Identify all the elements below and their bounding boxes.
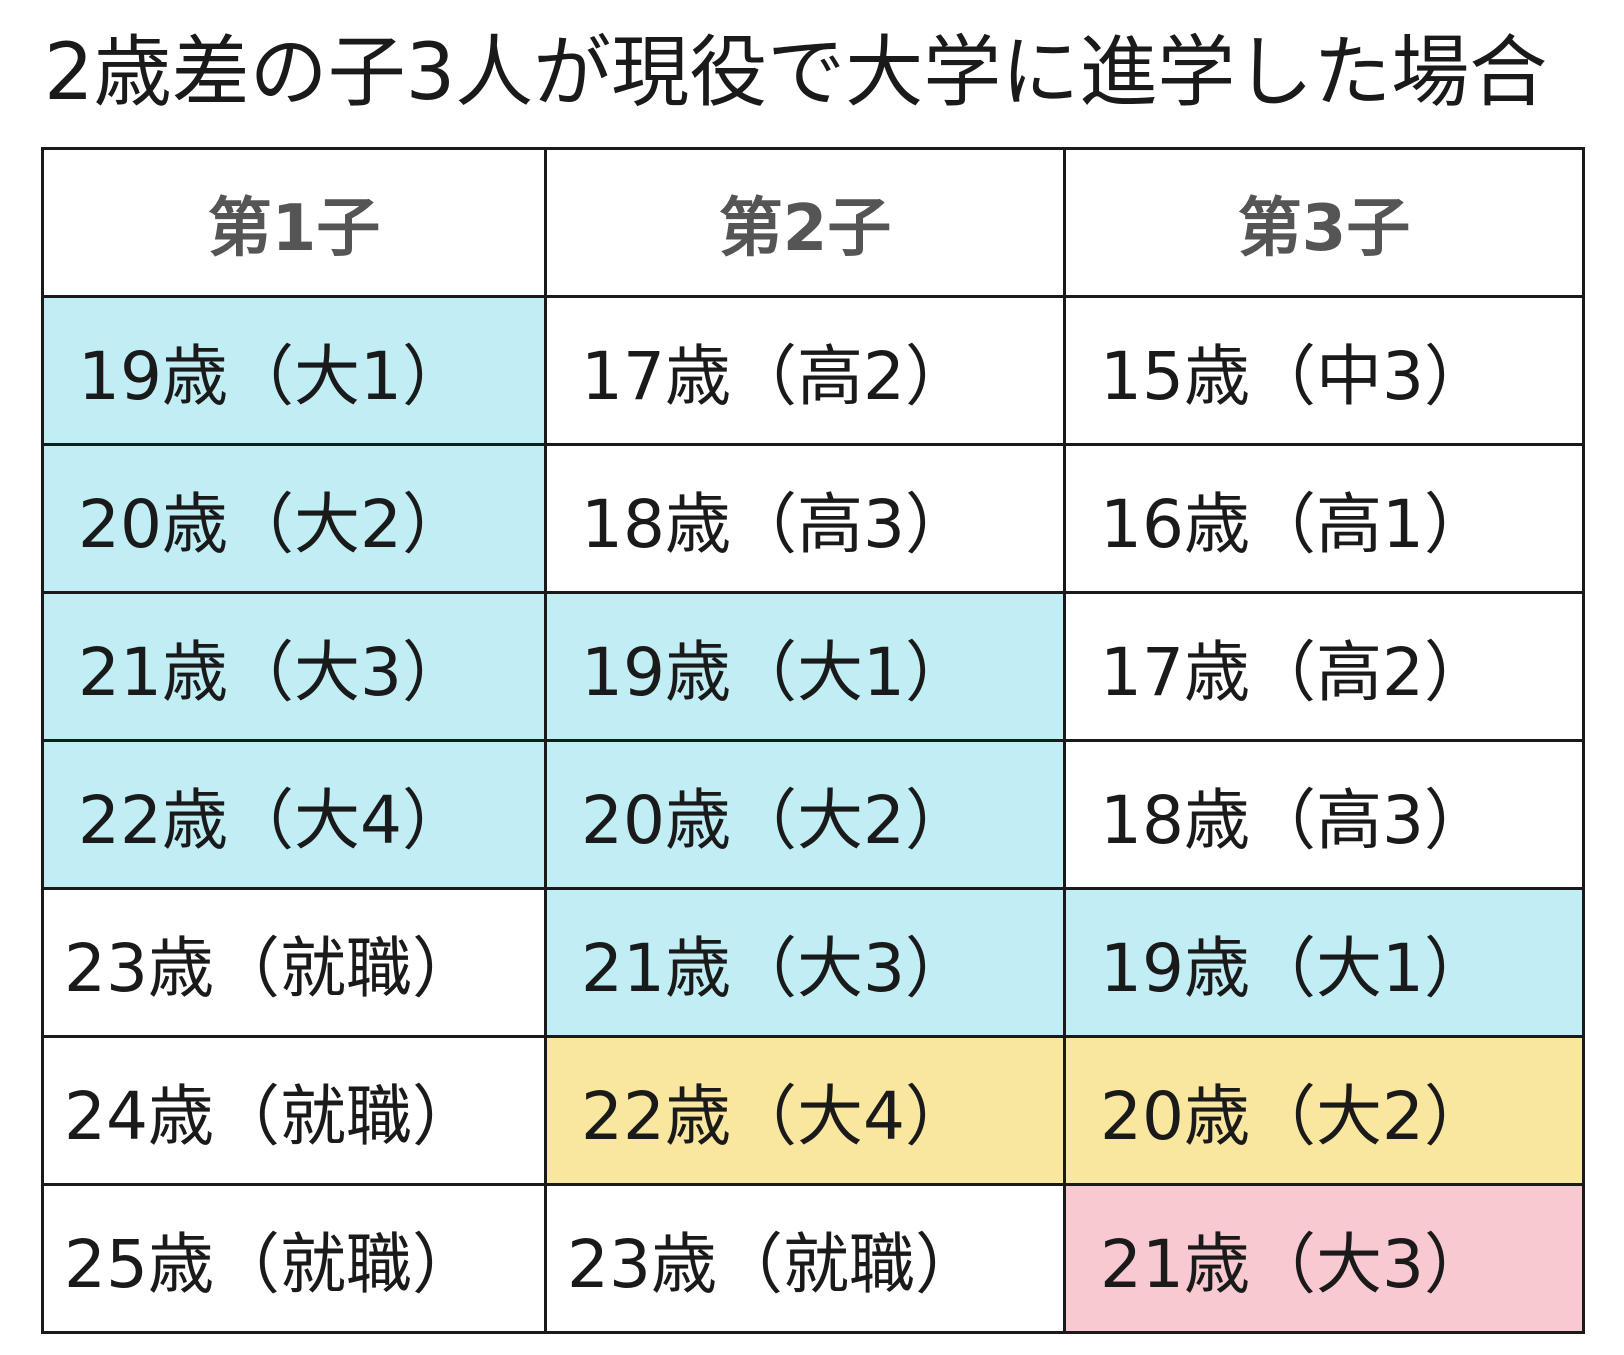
- cell-text: 20歳（大2）: [1100, 1077, 1490, 1155]
- header-child-2: 第2子: [544, 147, 1066, 298]
- header-child-3: 第3子: [1063, 147, 1585, 298]
- cell-text: 20歳（大2）: [78, 485, 468, 563]
- table-row: 24歳（就職） 22歳（大4） 20歳（大2）: [41, 1035, 1585, 1186]
- cell-text: 25歳（就職）: [64, 1225, 478, 1303]
- header-row: 第1子 第2子 第3子: [41, 147, 1585, 298]
- table-row: 25歳（就職） 23歳（就職） 21歳（大3）: [41, 1183, 1585, 1334]
- cell-text: 23歳（就職）: [64, 929, 478, 1007]
- cell-text: 20歳（大2）: [581, 781, 971, 859]
- table-cell: 23歳（就職）: [544, 1183, 1066, 1334]
- cell-text: 22歳（大4）: [78, 781, 468, 859]
- table-row: 22歳（大4） 20歳（大2） 18歳（高3）: [41, 739, 1585, 890]
- cell-text: 17歳（高2）: [1100, 633, 1490, 711]
- table-cell: 21歳（大3）: [41, 591, 547, 742]
- table-cell: 25歳（就職）: [41, 1183, 547, 1334]
- cell-text: 21歳（大3）: [78, 633, 468, 711]
- cell-text: 15歳（中3）: [1100, 337, 1490, 415]
- table-cell: 17歳（高2）: [1063, 591, 1585, 742]
- table-row: 21歳（大3） 19歳（大1） 17歳（高2）: [41, 591, 1585, 742]
- table-cell: 23歳（就職）: [41, 887, 547, 1038]
- table-cell: 16歳（高1）: [1063, 443, 1585, 594]
- cell-text: 19歳（大1）: [78, 337, 468, 415]
- table-cell: 17歳（高2）: [544, 295, 1066, 446]
- cell-text: 19歳（大1）: [1100, 929, 1490, 1007]
- table-cell: 18歳（高3）: [544, 443, 1066, 594]
- cell-text: 16歳（高1）: [1100, 485, 1490, 563]
- table-cell: 19歳（大1）: [41, 295, 547, 446]
- table-cell: 20歳（大2）: [544, 739, 1066, 890]
- table-row: 23歳（就職） 21歳（大3） 19歳（大1）: [41, 887, 1585, 1038]
- cell-text: 21歳（大3）: [1100, 1225, 1490, 1303]
- table-row: 19歳（大1） 17歳（高2） 15歳（中3）: [41, 295, 1585, 446]
- cell-text: 17歳（高2）: [581, 337, 971, 415]
- table-cell: 19歳（大1）: [1063, 887, 1585, 1038]
- table-cell: 20歳（大2）: [1063, 1035, 1585, 1186]
- cell-text: 22歳（大4）: [581, 1077, 971, 1155]
- cell-text: 19歳（大1）: [581, 633, 971, 711]
- table-cell: 22歳（大4）: [41, 739, 547, 890]
- cell-text: 18歳（高3）: [581, 485, 971, 563]
- table-cell: 15歳（中3）: [1063, 295, 1585, 446]
- cell-text: 18歳（高3）: [1100, 781, 1490, 859]
- age-table: 第1子 第2子 第3子 19歳（大1） 17歳（高2） 15歳（中3） 20歳（…: [41, 147, 1585, 1334]
- page-title: 2歳差の子3人が現役で大学に進学した場合: [44, 28, 1548, 118]
- table-cell: 22歳（大4）: [544, 1035, 1066, 1186]
- table-cell: 24歳（就職）: [41, 1035, 547, 1186]
- cell-text: 21歳（大3）: [581, 929, 971, 1007]
- header-child-1: 第1子: [41, 147, 547, 298]
- cell-text: 23歳（就職）: [567, 1225, 981, 1303]
- cell-text: 24歳（就職）: [64, 1077, 478, 1155]
- table-cell: 18歳（高3）: [1063, 739, 1585, 890]
- table-cell: 21歳（大3）: [544, 887, 1066, 1038]
- table-cell: 20歳（大2）: [41, 443, 547, 594]
- table-cell: 21歳（大3）: [1063, 1183, 1585, 1334]
- table-row: 20歳（大2） 18歳（高3） 16歳（高1）: [41, 443, 1585, 594]
- table-cell: 19歳（大1）: [544, 591, 1066, 742]
